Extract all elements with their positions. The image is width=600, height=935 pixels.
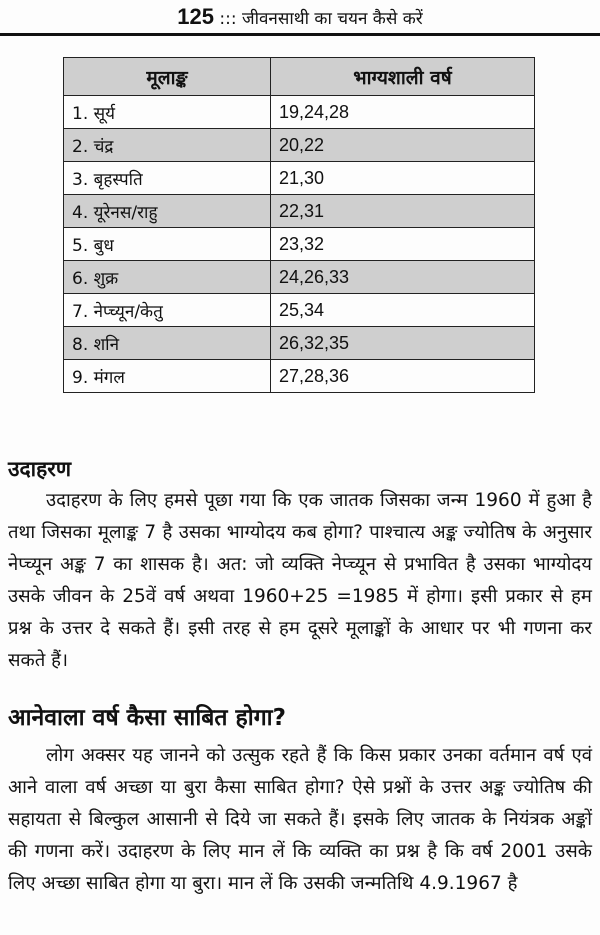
cell-years: 26,32,35 [270, 326, 535, 360]
table-row: 4. यूरेनस/राहु 22,31 [63, 194, 535, 228]
table-row: 8. शनि 26,32,35 [63, 326, 535, 360]
cell-planet: 3. बृहस्पति [63, 161, 271, 195]
header-separator: ::: [219, 9, 237, 29]
chapter-title: जीवनसाथी का चयन कैसे करें [241, 9, 423, 29]
table-row: 2. चंद्र 20,22 [63, 128, 535, 162]
coming-year-paragraph: लोग अक्सर यह जानने को उत्सुक रहते हैं कि… [8, 745, 592, 894]
cell-years: 20,22 [270, 128, 535, 162]
cell-years: 19,24,28 [270, 95, 535, 129]
table-row: 5. बुध 23,32 [63, 227, 535, 261]
cell-planet: 4. यूरेनस/राहु [63, 194, 271, 228]
column-header: मूलाङ्क [63, 57, 271, 96]
lucky-years-table: मूलाङ्क भाग्यशाली वर्ष 1. सूर्य 19,24,28 … [63, 57, 535, 393]
column-header: भाग्यशाली वर्ष [270, 57, 535, 96]
cell-planet: 1. सूर्य [63, 95, 271, 129]
cell-planet: 8. शनि [63, 326, 271, 360]
running-header: 125 ::: जीवनसाथी का चयन कैसे करें [0, 4, 600, 30]
cell-planet: 9. मंगल [63, 359, 271, 393]
table-row: 6. शुक्र 24,26,33 [63, 260, 535, 294]
cell-years: 24,26,33 [270, 260, 535, 294]
example-paragraph: उदाहरण के लिए हमसे पूछा गया कि एक जातक ज… [8, 490, 592, 671]
table-row: 1. सूर्य 19,24,28 [63, 95, 535, 129]
section-heading-coming-year: आनेवाला वर्ष कैसा साबित होगा? [8, 705, 286, 731]
cell-planet: 7. नेप्च्यून/केतु [63, 293, 271, 327]
table-row: 9. मंगल 27,28,36 [63, 359, 535, 393]
table-header-row: मूलाङ्क भाग्यशाली वर्ष [63, 57, 535, 96]
table-row: 3. बृहस्पति 21,30 [63, 161, 535, 195]
cell-years: 21,30 [270, 161, 535, 195]
cell-years: 23,32 [270, 227, 535, 261]
section-heading-example: उदाहरण [8, 457, 72, 481]
cell-years: 22,31 [270, 194, 535, 228]
page-number: 125 [177, 4, 214, 29]
table-row: 7. नेप्च्यून/केतु 25,34 [63, 293, 535, 327]
cell-planet: 5. बुध [63, 227, 271, 261]
cell-planet: 6. शुक्र [63, 260, 271, 294]
header-rule [0, 33, 600, 36]
cell-years: 27,28,36 [270, 359, 535, 393]
cell-years: 25,34 [270, 293, 535, 327]
cell-planet: 2. चंद्र [63, 128, 271, 162]
